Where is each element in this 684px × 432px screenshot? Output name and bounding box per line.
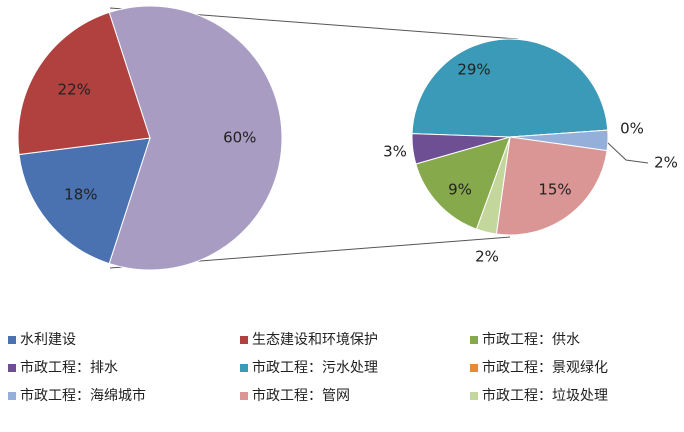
pie-slice: [411, 133, 511, 165]
data-label: 18%: [64, 186, 97, 204]
data-label: 15%: [538, 181, 571, 199]
pie-slice: [495, 136, 608, 236]
legend-swatch: [240, 364, 248, 372]
legend-label: 市政工程：垃圾处理: [482, 387, 608, 404]
legend-label: 市政工程：供水: [482, 331, 580, 348]
legend-swatch: [8, 364, 16, 372]
legend-label: 市政工程：海绵城市: [20, 387, 146, 404]
pie-slice: [415, 136, 511, 230]
data-label: 0%: [620, 120, 644, 138]
legend-swatch: [240, 336, 248, 344]
pie-slice: [411, 38, 609, 138]
data-label: 29%: [457, 61, 490, 79]
legend-label: 生态建设和环境保护: [252, 332, 378, 348]
data-label: 2%: [654, 154, 678, 172]
legend-label: 市政工程：管网: [252, 387, 350, 404]
pie-slice: [108, 5, 283, 271]
legend-label: 市政工程：景观绿化: [482, 359, 608, 376]
data-label: 3%: [383, 143, 407, 161]
data-label: 9%: [448, 181, 472, 199]
legend-label: 市政工程：排水: [20, 359, 118, 376]
legend-swatch: [470, 336, 478, 344]
leader-line: [607, 142, 649, 164]
legend-swatch: [8, 392, 16, 400]
legend-label: 市政工程：污水处理: [252, 359, 378, 376]
legend-swatch: [240, 392, 248, 400]
legend-swatch: [8, 336, 16, 344]
pie-slice: [18, 137, 151, 265]
pie-slice: [17, 11, 151, 156]
legend-swatch: [470, 392, 478, 400]
legend-swatch: [470, 364, 478, 372]
data-label: 2%: [475, 248, 499, 266]
data-label: 60%: [223, 129, 256, 147]
legend-label: 水利建设: [20, 332, 76, 348]
data-label: 22%: [58, 80, 91, 98]
